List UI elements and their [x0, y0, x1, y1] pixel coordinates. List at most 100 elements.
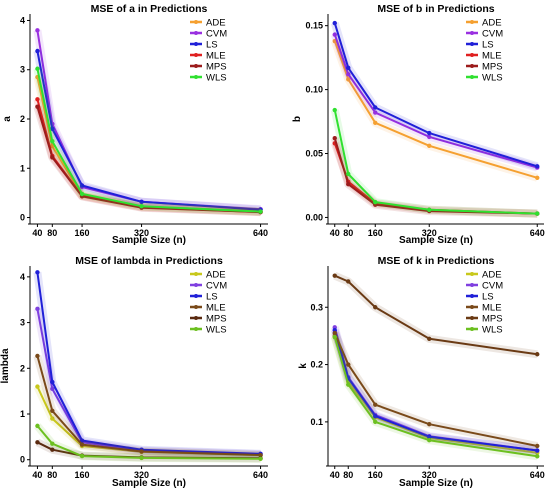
data-point-ade	[535, 175, 540, 181]
legend-marker	[194, 294, 198, 298]
data-point-ls	[332, 20, 337, 26]
legend-marker	[194, 53, 198, 57]
chart-panel-2: MSE of b in Predictions 0.00 0.05 0.10 0.15 4…	[292, 3, 545, 246]
chart-panel-4: MSE of k in Predictions 0.1 0.2 0.3 40 80 160 3…	[298, 255, 545, 489]
data-point-ls	[35, 48, 40, 54]
data-point-wls	[427, 438, 432, 443]
data-point-cvm	[346, 72, 351, 77]
legend-label: MPS	[482, 62, 503, 73]
x-tick-label: 40	[330, 228, 340, 238]
legend-label: ADE	[206, 18, 226, 29]
legend-label: WLS	[206, 325, 227, 336]
legend-label: ADE	[482, 18, 502, 29]
x-tick-label: 640	[253, 228, 268, 238]
data-point-mps	[35, 440, 40, 445]
y-tick-label: 4	[20, 15, 25, 25]
y-tick-label: 0.05	[305, 149, 323, 159]
y-tick-label: 4	[20, 272, 25, 282]
legend-marker	[470, 316, 474, 320]
legend-marker	[194, 31, 198, 35]
legend-label: CVM	[206, 281, 227, 292]
x-tick-label: 40	[32, 228, 42, 238]
data-point-wls	[346, 382, 351, 387]
legend-marker	[194, 75, 198, 79]
y-tick-label: 0.00	[305, 212, 323, 222]
data-point-cvm	[35, 28, 40, 33]
x-tick-label: 160	[368, 228, 383, 238]
chart-title: MSE of b in Predictions	[377, 3, 494, 15]
data-point-wls	[332, 334, 337, 340]
data-point-mle	[535, 443, 540, 449]
legend-marker	[194, 272, 198, 276]
x-tick-label: 640	[530, 470, 545, 480]
legend-marker	[194, 20, 198, 24]
data-point-ls	[79, 183, 85, 188]
data-point-cvm	[427, 134, 432, 140]
data-point-wls	[535, 211, 540, 216]
x-tick-label: 640	[253, 470, 268, 480]
data-point-mle	[79, 442, 85, 447]
data-point-mle	[258, 452, 263, 458]
data-point-ls	[50, 379, 55, 385]
y-tick-label: 0.15	[305, 21, 323, 31]
data-point-mle	[332, 330, 337, 336]
x-tick-label: 40	[330, 470, 340, 480]
data-point-mle	[139, 449, 144, 454]
legend-label: MLE	[206, 303, 226, 314]
legend-marker	[470, 20, 474, 24]
legend-label: CVM	[482, 29, 503, 40]
legend-marker	[470, 272, 474, 276]
y-tick-label: 3	[20, 318, 25, 328]
y-tick-label: 0	[20, 455, 25, 465]
data-point-ls	[535, 164, 540, 169]
data-point-wls	[79, 453, 85, 459]
legend-marker	[470, 327, 474, 331]
y-tick-label: 1	[20, 163, 25, 173]
data-point-mle	[373, 402, 378, 407]
data-point-mps	[332, 273, 337, 278]
legend-marker	[194, 42, 198, 46]
y-tick-label: 0.3	[310, 302, 323, 312]
data-point-wls	[258, 456, 263, 461]
legend-label: MLE	[482, 303, 502, 314]
data-point-ls	[427, 130, 432, 136]
data-point-mle	[346, 362, 351, 367]
x-tick-label: 320	[422, 470, 437, 480]
x-tick-label: 160	[368, 470, 383, 480]
legend-label: MPS	[206, 314, 227, 325]
legend-marker	[194, 327, 198, 331]
data-point-wls	[35, 423, 40, 429]
x-tick-label: 640	[530, 228, 545, 238]
legend-marker	[194, 305, 198, 309]
data-point-mps	[427, 336, 432, 341]
data-point-ls	[373, 105, 378, 110]
x-tick-label: 160	[75, 228, 90, 238]
x-tick-label: 40	[32, 470, 42, 480]
data-point-ade	[346, 77, 351, 82]
data-point-cvm	[50, 386, 55, 392]
data-point-mle	[35, 353, 40, 359]
x-tick-label: 80	[47, 228, 57, 238]
legend-marker	[470, 31, 474, 35]
data-point-mle	[35, 97, 40, 102]
x-tick-label: 320	[134, 228, 149, 238]
legend-label: LS	[206, 40, 218, 51]
y-axis-label: k	[298, 363, 309, 369]
x-tick-label: 80	[343, 470, 353, 480]
x-axis-label: Sample Size (n)	[112, 478, 186, 489]
data-point-mps	[50, 155, 55, 160]
y-tick-label: 0	[20, 213, 25, 223]
data-point-cvm	[332, 32, 337, 37]
x-axis-label: Sample Size (n)	[399, 478, 473, 489]
data-point-mle	[50, 408, 55, 413]
data-point-mps	[373, 305, 378, 310]
data-point-ade	[427, 143, 432, 149]
chart-panel-3: MSE of lambda in Predictions 0 1 2 3 4 40 80 160…	[0, 255, 268, 489]
legend-label: LS	[206, 292, 218, 303]
series-line-ade	[36, 76, 261, 213]
legend-label: WLS	[206, 73, 227, 84]
y-tick-label: 2	[20, 114, 25, 124]
